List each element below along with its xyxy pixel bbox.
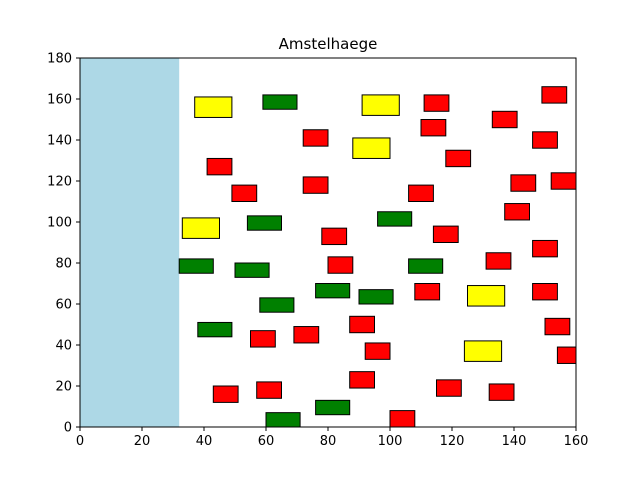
green-house (315, 399, 351, 416)
green-house (315, 283, 351, 299)
green-house (234, 262, 270, 278)
green-house (265, 412, 301, 427)
y-tick-label: 80 (55, 257, 72, 272)
yellow-house (361, 94, 400, 116)
y-tick-label: 0 (64, 421, 72, 436)
red-house (432, 225, 459, 244)
x-tick-label: 20 (134, 434, 151, 449)
red-house (250, 330, 276, 348)
red-house (364, 342, 391, 360)
y-tick-label: 180 (47, 52, 72, 67)
red-house (423, 94, 450, 112)
green-house (246, 215, 282, 231)
red-house (212, 385, 239, 403)
x-tick-label: 40 (196, 434, 213, 449)
x-tick-label: 100 (378, 434, 403, 449)
red-house (485, 252, 512, 270)
yellow-house (352, 137, 391, 159)
green-house (377, 211, 413, 227)
red-house (293, 326, 320, 344)
y-tick-label: 140 (47, 134, 72, 149)
red-house (504, 203, 531, 221)
red-house (532, 239, 558, 258)
red-house (532, 131, 558, 149)
x-tick-label: 140 (502, 434, 527, 449)
x-tick-label: 60 (258, 434, 275, 449)
red-house (414, 283, 441, 301)
red-house (206, 157, 233, 176)
red-house (491, 110, 518, 129)
green-house (259, 297, 295, 313)
red-house (556, 346, 576, 364)
y-tick-label: 120 (47, 175, 72, 190)
water-area (80, 58, 180, 427)
x-tick-label: 120 (440, 434, 465, 449)
green-house (178, 258, 214, 274)
green-house (262, 94, 298, 110)
red-house (488, 383, 515, 401)
red-house (510, 174, 537, 192)
y-tick-label: 20 (55, 380, 72, 395)
red-house (321, 227, 348, 246)
green-house (408, 258, 444, 274)
green-house (197, 321, 233, 338)
red-house (327, 256, 354, 274)
red-house (544, 317, 571, 336)
red-house (541, 86, 568, 104)
chart-title: Amstelhaege (279, 35, 378, 53)
y-tick-label: 100 (47, 216, 72, 231)
yellow-house (181, 217, 221, 239)
red-house (256, 381, 283, 399)
x-tick-label: 160 (564, 434, 589, 449)
red-house (408, 184, 434, 203)
red-house (445, 149, 472, 168)
y-tick-label: 60 (55, 298, 72, 313)
red-house (436, 379, 462, 397)
x-tick-label: 0 (76, 434, 84, 449)
red-house (389, 410, 416, 427)
yellow-house (467, 285, 506, 307)
red-house (231, 184, 258, 203)
x-tick-label: 80 (320, 434, 337, 449)
red-house (302, 176, 329, 194)
red-house (420, 119, 447, 137)
red-house (349, 315, 376, 334)
red-house (302, 129, 329, 147)
yellow-house (194, 96, 233, 118)
red-house (349, 371, 376, 389)
plot-area (80, 58, 576, 427)
yellow-house (463, 340, 503, 362)
red-house (532, 283, 558, 301)
axes: 0 20 40 60 80 100 120 140 160 0 20 40 60 80 100 120 140 1… (47, 52, 588, 450)
y-tick-label: 40 (55, 339, 72, 354)
green-house (358, 289, 394, 305)
y-tick-label: 160 (47, 93, 72, 108)
red-house (550, 172, 576, 190)
